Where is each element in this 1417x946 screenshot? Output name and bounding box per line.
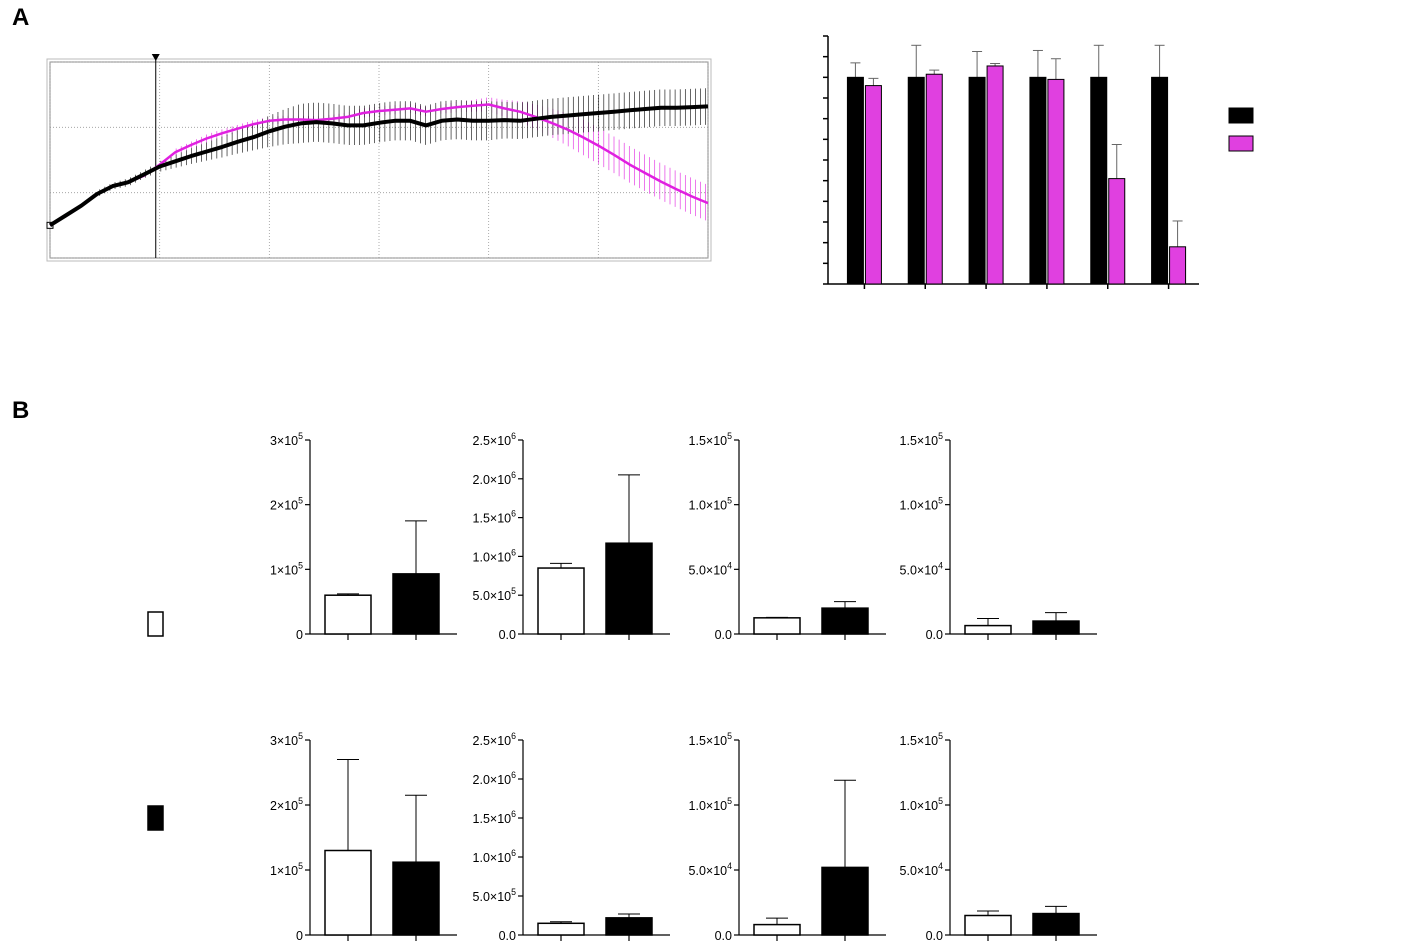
y-tick-label: 1.0×105 — [689, 796, 733, 813]
y-tick-label: 1.5×105 — [689, 731, 733, 748]
y-tick-label: 0 — [296, 628, 303, 642]
bar-untreated — [964, 624, 1012, 635]
bar-untreated — [907, 76, 925, 285]
legend-swatch — [1228, 107, 1254, 124]
y-tick-label: 5.0×105 — [473, 887, 517, 904]
mfi-chart-hla-dr: 0.0 5.0×105 1.0×106 1.5×106 2.0×106 2.5×106 — [473, 731, 670, 943]
y-tick-label: 5.0×104 — [689, 560, 733, 577]
mfi-chart-cd163: 0.0 5.0×104 1.0×105 1.5×105 — [689, 731, 886, 943]
bar-ncs-cs — [821, 607, 869, 635]
bar-untreated — [846, 76, 864, 285]
y-tick-label: 1.5×105 — [900, 431, 944, 448]
y-tick-label: 0.0 — [926, 628, 943, 642]
y-tick-label: 3×105 — [270, 431, 303, 448]
bar-ncs-cs — [392, 861, 440, 936]
bar-cs-ncs — [1169, 246, 1187, 285]
bar-untreated — [324, 849, 372, 936]
bar-untreated — [324, 594, 372, 635]
y-tick-label: 5.0×104 — [900, 560, 944, 577]
bar-untreated — [537, 922, 585, 936]
panel-label-b: B — [12, 397, 29, 424]
cell-index-line-chart — [46, 54, 712, 262]
y-tick-label: 5.0×105 — [473, 586, 517, 603]
y-tick-label: 3×105 — [270, 731, 303, 748]
plot-frame — [49, 61, 709, 259]
y-tick-label: 0.0 — [715, 628, 732, 642]
legend-swatch — [147, 805, 164, 831]
y-tick-label: 1.5×106 — [473, 809, 517, 826]
bar-cs-ncs — [1108, 178, 1126, 285]
y-tick-label: 0.0 — [499, 628, 516, 642]
y-tick-label: 1×105 — [270, 560, 303, 577]
bar-untreated — [964, 914, 1012, 936]
y-tick-label: 2×105 — [270, 796, 303, 813]
bar-cs-ncs — [864, 85, 882, 285]
mfi-chart-cd206: 0.0 5.0×104 1.0×105 1.5×105 — [900, 431, 1097, 642]
bar-untreated — [753, 617, 801, 635]
y-tick-label: 5.0×104 — [689, 861, 733, 878]
bar-untreated — [968, 76, 986, 285]
y-tick-label: 0.0 — [499, 929, 516, 943]
y-tick-label: 1.5×105 — [689, 431, 733, 448]
mfi-chart-hla-dr: 0.0 5.0×105 1.0×106 1.5×106 2.0×106 2.5×106 — [473, 431, 670, 642]
mfi-bar-chart-grid: 0 1×105 2×105 3×105 0.0 5.0×105 1.0×106 1.5×106… — [147, 431, 1097, 943]
bar-untreated — [753, 923, 801, 936]
mfi-chart-cd206: 0.0 5.0×104 1.0×105 1.5×105 — [900, 731, 1097, 943]
bar-cs-ncs — [925, 73, 943, 285]
panel-label-a: A — [12, 4, 29, 31]
bar-untreated — [1029, 76, 1047, 285]
y-tick-label: 1.0×105 — [900, 496, 944, 513]
bar-ncs-cs — [605, 917, 653, 936]
bar-ncs-cs — [1032, 620, 1080, 635]
bar-ncs-cs — [605, 542, 653, 635]
percent-cell-index-bar-chart — [823, 35, 1254, 289]
bar-ncs-cs — [392, 573, 440, 635]
bar-cs-ncs — [1047, 78, 1065, 285]
y-tick-label: 2.0×106 — [473, 770, 517, 787]
bar-ncs-cs — [821, 866, 869, 936]
y-tick-label: 1×105 — [270, 861, 303, 878]
series-line-untreated — [48, 104, 709, 227]
bar-ncs-cs — [1032, 912, 1080, 936]
mfi-chart-cd163: 0.0 5.0×104 1.0×105 1.5×105 — [689, 431, 886, 642]
y-tick-label: 2.5×106 — [473, 431, 517, 448]
y-tick-label: 1.5×105 — [900, 731, 944, 748]
y-tick-label: 1.0×106 — [473, 547, 517, 564]
y-tick-label: 1.0×105 — [689, 496, 733, 513]
y-tick-label: 1.5×106 — [473, 509, 517, 526]
y-tick-label: 1.0×106 — [473, 848, 517, 865]
treatment-marker-icon — [151, 54, 160, 61]
bar-cs-ncs — [986, 65, 1004, 285]
bar-untreated — [1090, 76, 1108, 285]
mfi-chart-cd86: 0 1×105 2×105 3×105 — [270, 731, 457, 943]
bar-untreated — [1151, 76, 1169, 285]
plot-border — [46, 58, 712, 262]
y-tick-label: 2.0×106 — [473, 470, 517, 487]
y-tick-label: 1.0×105 — [900, 796, 944, 813]
mfi-chart-cd86: 0 1×105 2×105 3×105 — [270, 431, 457, 642]
legend-swatch — [1228, 135, 1254, 152]
y-tick-label: 2.5×106 — [473, 731, 517, 748]
y-tick-label: 0.0 — [926, 929, 943, 943]
legend-swatch — [147, 611, 164, 637]
bar-untreated — [537, 567, 585, 635]
y-tick-label: 0.0 — [715, 929, 732, 943]
y-tick-label: 2×105 — [270, 496, 303, 513]
y-tick-label: 5.0×104 — [900, 861, 944, 878]
y-tick-label: 0 — [296, 929, 303, 943]
